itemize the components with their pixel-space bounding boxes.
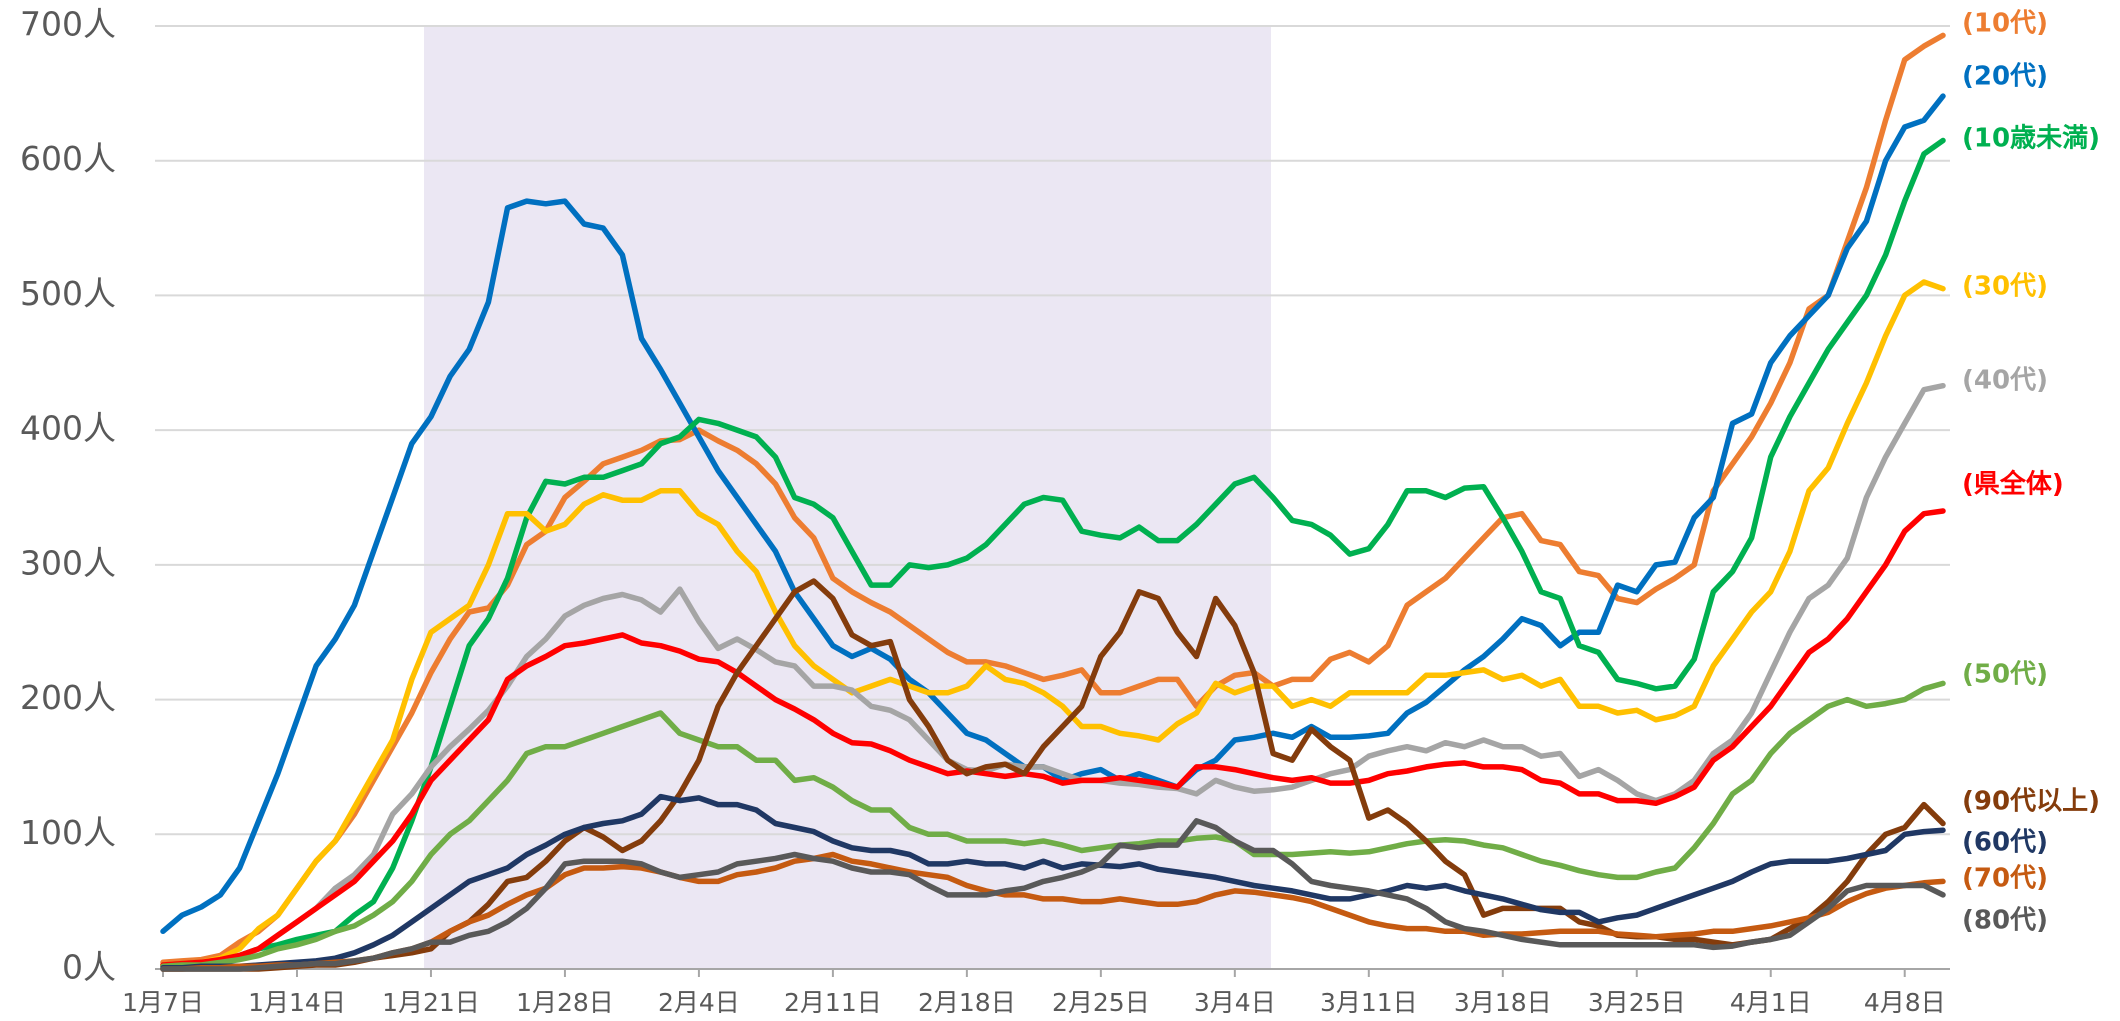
- y-tick-label: 0人: [62, 948, 116, 987]
- series-line: [160, 137, 1946, 968]
- x-tick-label: 4月1日: [1730, 988, 1812, 1017]
- legend-label: (20代): [1962, 62, 2048, 92]
- legend-label: (30代): [1962, 272, 2048, 302]
- x-tick-label: 2月11日: [784, 988, 882, 1017]
- x-tick-label: 1月21日: [382, 988, 480, 1017]
- x-tick-label: 1月28日: [516, 988, 614, 1017]
- series-line: [160, 680, 1946, 970]
- y-tick-label: 300人: [20, 543, 116, 582]
- legend-label: (60代): [1962, 828, 2048, 858]
- labels: 0人 100人 200人 300人 400人 500人 600人 700人 1月7日 1月14日 1…: [20, 5, 2100, 1018]
- legend-label: (80代): [1962, 906, 2048, 936]
- x-tick-label: 3月11日: [1320, 988, 1418, 1017]
- y-tick-label: 700人: [20, 5, 116, 44]
- legend-label: (県全体): [1962, 469, 2064, 500]
- x-tick-label: 3月18日: [1454, 988, 1552, 1017]
- series-line: [160, 32, 1946, 966]
- y-tick-label: 200人: [20, 678, 116, 717]
- legend-label: (10代): [1962, 9, 2048, 39]
- series-line: [160, 851, 1946, 972]
- legend-label: (70代): [1962, 864, 2048, 894]
- y-tick-label: 400人: [20, 409, 116, 448]
- x-tick-label: 4月8日: [1864, 988, 1946, 1017]
- series-line: [160, 93, 1946, 935]
- highlight-period: [424, 26, 1271, 969]
- legend-label: (10歳未満): [1962, 124, 2100, 154]
- x-tick-label: 1月14日: [248, 988, 346, 1017]
- series-line: [160, 279, 1946, 968]
- y-tick-label: 100人: [20, 813, 116, 852]
- x-tick-label: 2月18日: [918, 988, 1016, 1017]
- y-tick-label: 500人: [20, 274, 116, 313]
- x-tick-label: 3月4日: [1194, 988, 1276, 1017]
- legend-label: (40代): [1962, 366, 2048, 396]
- x-tick-label: 2月4日: [658, 988, 740, 1017]
- legend-label: (90代以上): [1962, 787, 2100, 817]
- series-line: [160, 508, 1946, 968]
- lines: [160, 32, 1946, 972]
- series-line: [160, 382, 1946, 970]
- y-tick-label: 600人: [20, 139, 116, 178]
- x-tick-label: 1月7日: [122, 988, 204, 1017]
- x-tick-label: 3月25日: [1588, 988, 1686, 1017]
- series-line: [160, 818, 1946, 972]
- x-tick-label: 2月25日: [1052, 988, 1150, 1017]
- series-line: [160, 793, 1946, 971]
- legend-label: (50代): [1962, 660, 2048, 690]
